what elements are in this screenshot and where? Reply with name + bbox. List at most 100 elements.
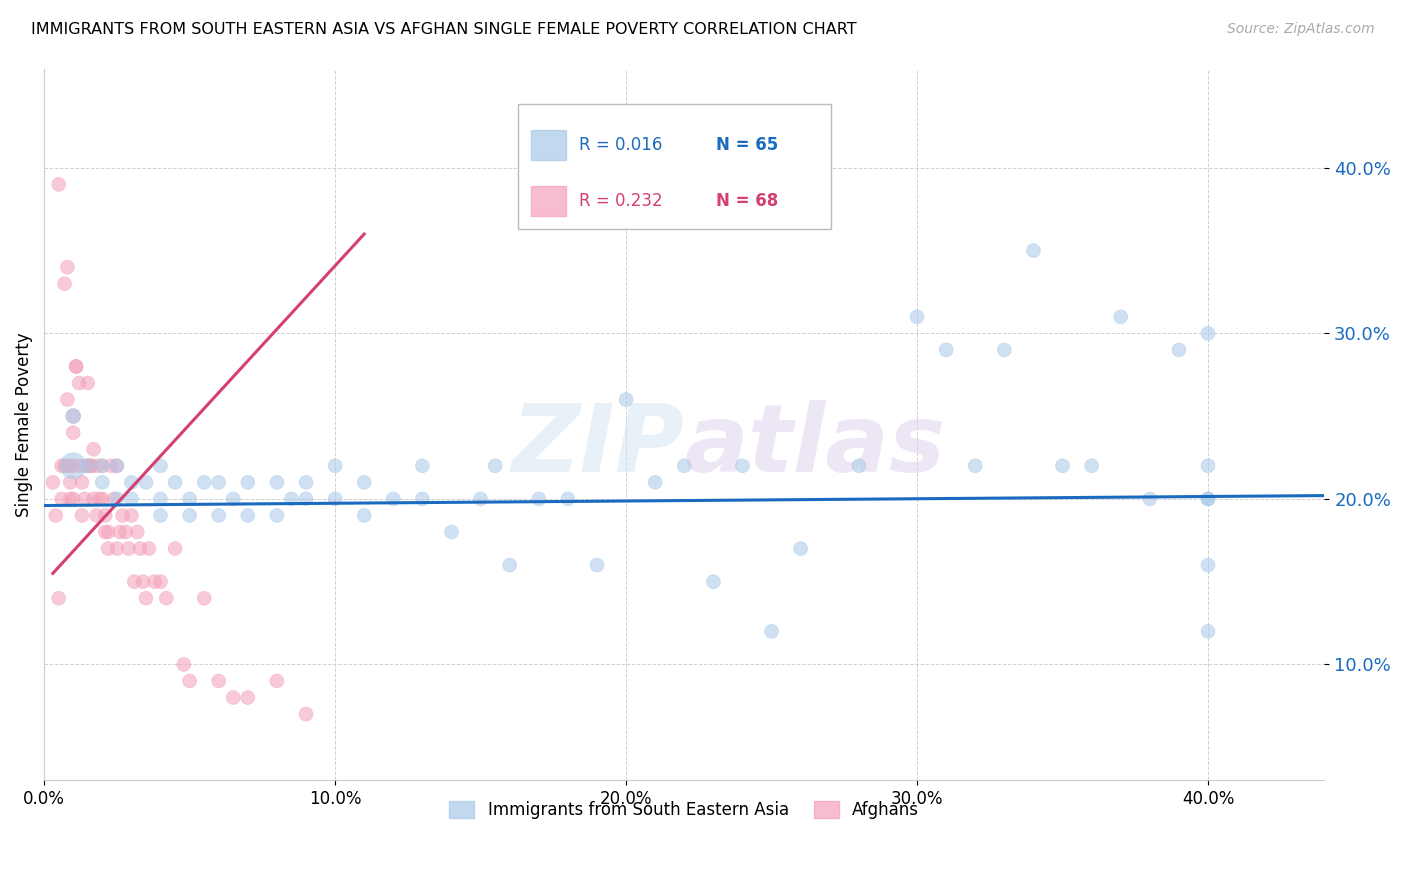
Point (193, 591, 215, 606)
Point (56, 458, 79, 473)
Point (353, 508, 375, 523)
Point (120, 508, 142, 523)
Point (557, 491, 579, 506)
Point (51, 491, 73, 506)
Point (165, 541, 187, 556)
Point (132, 574, 155, 589)
Point (149, 491, 172, 506)
Text: ZIP: ZIP (512, 400, 685, 491)
Point (1197, 558, 1219, 573)
Point (56, 392, 79, 407)
Point (323, 458, 346, 473)
Point (470, 491, 492, 506)
Point (127, 524, 149, 539)
Point (149, 508, 172, 523)
Point (484, 458, 506, 473)
Point (193, 475, 215, 490)
Point (236, 508, 259, 523)
Point (83, 491, 105, 506)
Point (103, 491, 125, 506)
Text: atlas: atlas (685, 400, 945, 491)
Point (138, 541, 160, 556)
Point (1167, 343, 1189, 357)
Point (222, 491, 245, 506)
FancyBboxPatch shape (517, 104, 831, 228)
Point (179, 673, 201, 688)
Point (79, 458, 101, 473)
Point (76, 376, 98, 390)
Point (236, 475, 259, 490)
Point (586, 558, 609, 573)
Point (62, 409, 84, 424)
Point (1197, 624, 1219, 639)
Point (280, 491, 302, 506)
Point (65, 359, 87, 374)
Point (97, 524, 120, 539)
Point (295, 475, 318, 490)
Point (114, 524, 136, 539)
Point (135, 591, 157, 606)
Point (108, 524, 131, 539)
Point (62, 458, 84, 473)
Point (67, 458, 90, 473)
Point (382, 491, 405, 506)
Point (440, 524, 463, 539)
Point (86, 508, 108, 523)
Point (498, 558, 520, 573)
Point (100, 458, 122, 473)
Text: IMMIGRANTS FROM SOUTH EASTERN ASIA VS AFGHAN SINGLE FEMALE POVERTY CORRELATION C: IMMIGRANTS FROM SOUTH EASTERN ASIA VS AF… (31, 22, 856, 37)
Point (179, 491, 201, 506)
Point (173, 657, 195, 672)
Point (53, 277, 76, 291)
Point (42, 475, 65, 490)
Point (135, 475, 157, 490)
Point (236, 690, 259, 705)
Point (91, 491, 114, 506)
Point (905, 310, 928, 324)
Point (165, 475, 187, 490)
Point (789, 541, 811, 556)
Point (143, 574, 166, 589)
Point (105, 541, 128, 556)
Y-axis label: Single Female Poverty: Single Female Poverty (15, 332, 32, 516)
Point (111, 508, 134, 523)
Point (56, 260, 79, 275)
Text: N = 65: N = 65 (716, 136, 779, 154)
Point (353, 475, 375, 490)
Point (295, 707, 318, 722)
Point (120, 475, 142, 490)
Point (59, 491, 82, 506)
Point (411, 491, 433, 506)
Point (208, 673, 231, 688)
Point (67, 376, 90, 390)
Point (48, 178, 70, 192)
Point (53, 458, 76, 473)
Point (62, 458, 84, 473)
Point (1139, 491, 1161, 506)
Point (1197, 491, 1219, 506)
Point (848, 458, 870, 473)
Point (266, 508, 288, 523)
Point (91, 458, 114, 473)
Point (62, 491, 84, 506)
Point (1197, 491, 1219, 506)
Point (149, 574, 172, 589)
Point (935, 343, 957, 357)
Point (65, 359, 87, 374)
Point (62, 425, 84, 440)
Point (73, 491, 96, 506)
Point (45, 508, 67, 523)
Point (1197, 458, 1219, 473)
Point (222, 690, 245, 705)
Point (48, 591, 70, 606)
Point (86, 458, 108, 473)
Point (91, 458, 114, 473)
Point (761, 624, 783, 639)
Point (155, 591, 177, 606)
Text: Source: ZipAtlas.com: Source: ZipAtlas.com (1227, 22, 1375, 37)
Point (731, 458, 754, 473)
Text: R = 0.016: R = 0.016 (579, 136, 662, 154)
Text: N = 68: N = 68 (716, 193, 779, 211)
Point (965, 458, 987, 473)
Point (702, 574, 724, 589)
